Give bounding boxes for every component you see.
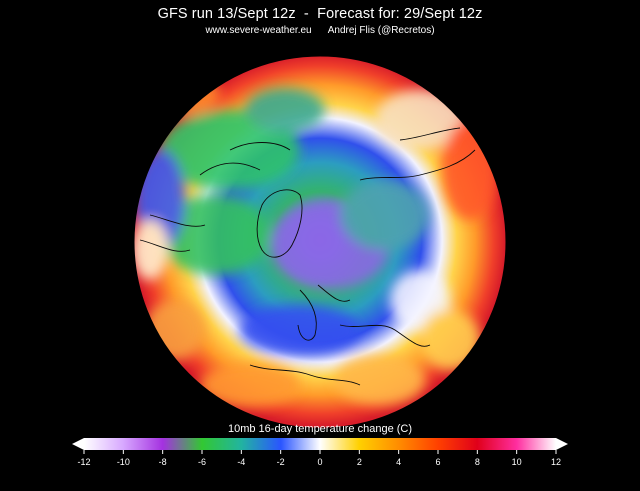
colorbar-tick-label: -4 (237, 457, 245, 467)
colorbar-gradient (84, 438, 556, 450)
colorbar-tick-label: 2 (357, 457, 362, 467)
colorbar-tick-label: 8 (475, 457, 480, 467)
colorbar-tick-label: 12 (551, 457, 561, 467)
colorbar-tick-label: -8 (159, 457, 167, 467)
coastlines (139, 127, 476, 386)
temperature-field (134, 56, 506, 428)
colorbar-tick-label: -2 (277, 457, 285, 467)
colorbar-tick-label: 4 (396, 457, 401, 467)
chart-subtitle: www.severe-weather.eu Andrej Flis (@Recr… (205, 25, 435, 36)
colorbar-tick-label: -12 (77, 457, 90, 467)
colorbar-left-arrow (72, 438, 84, 450)
colorbar-tick-label: -10 (117, 457, 130, 467)
colorbar: -12 -10 -8 -6 -4 -2 0 2 4 6 8 10 12 (72, 438, 568, 467)
colorbar-tick-label: 10 (512, 457, 522, 467)
colorbar-tick-label: -6 (198, 457, 206, 467)
colorbar-tick-label: 6 (435, 457, 440, 467)
colorbar-right-arrow (556, 438, 568, 450)
colorbar-title: 10mb 16-day temperature change (C) (227, 423, 413, 435)
colorbar-tick-label: 0 (317, 457, 322, 467)
chart-title: GFS run 13/Sept 12z - Forecast for: 29/S… (157, 6, 483, 22)
